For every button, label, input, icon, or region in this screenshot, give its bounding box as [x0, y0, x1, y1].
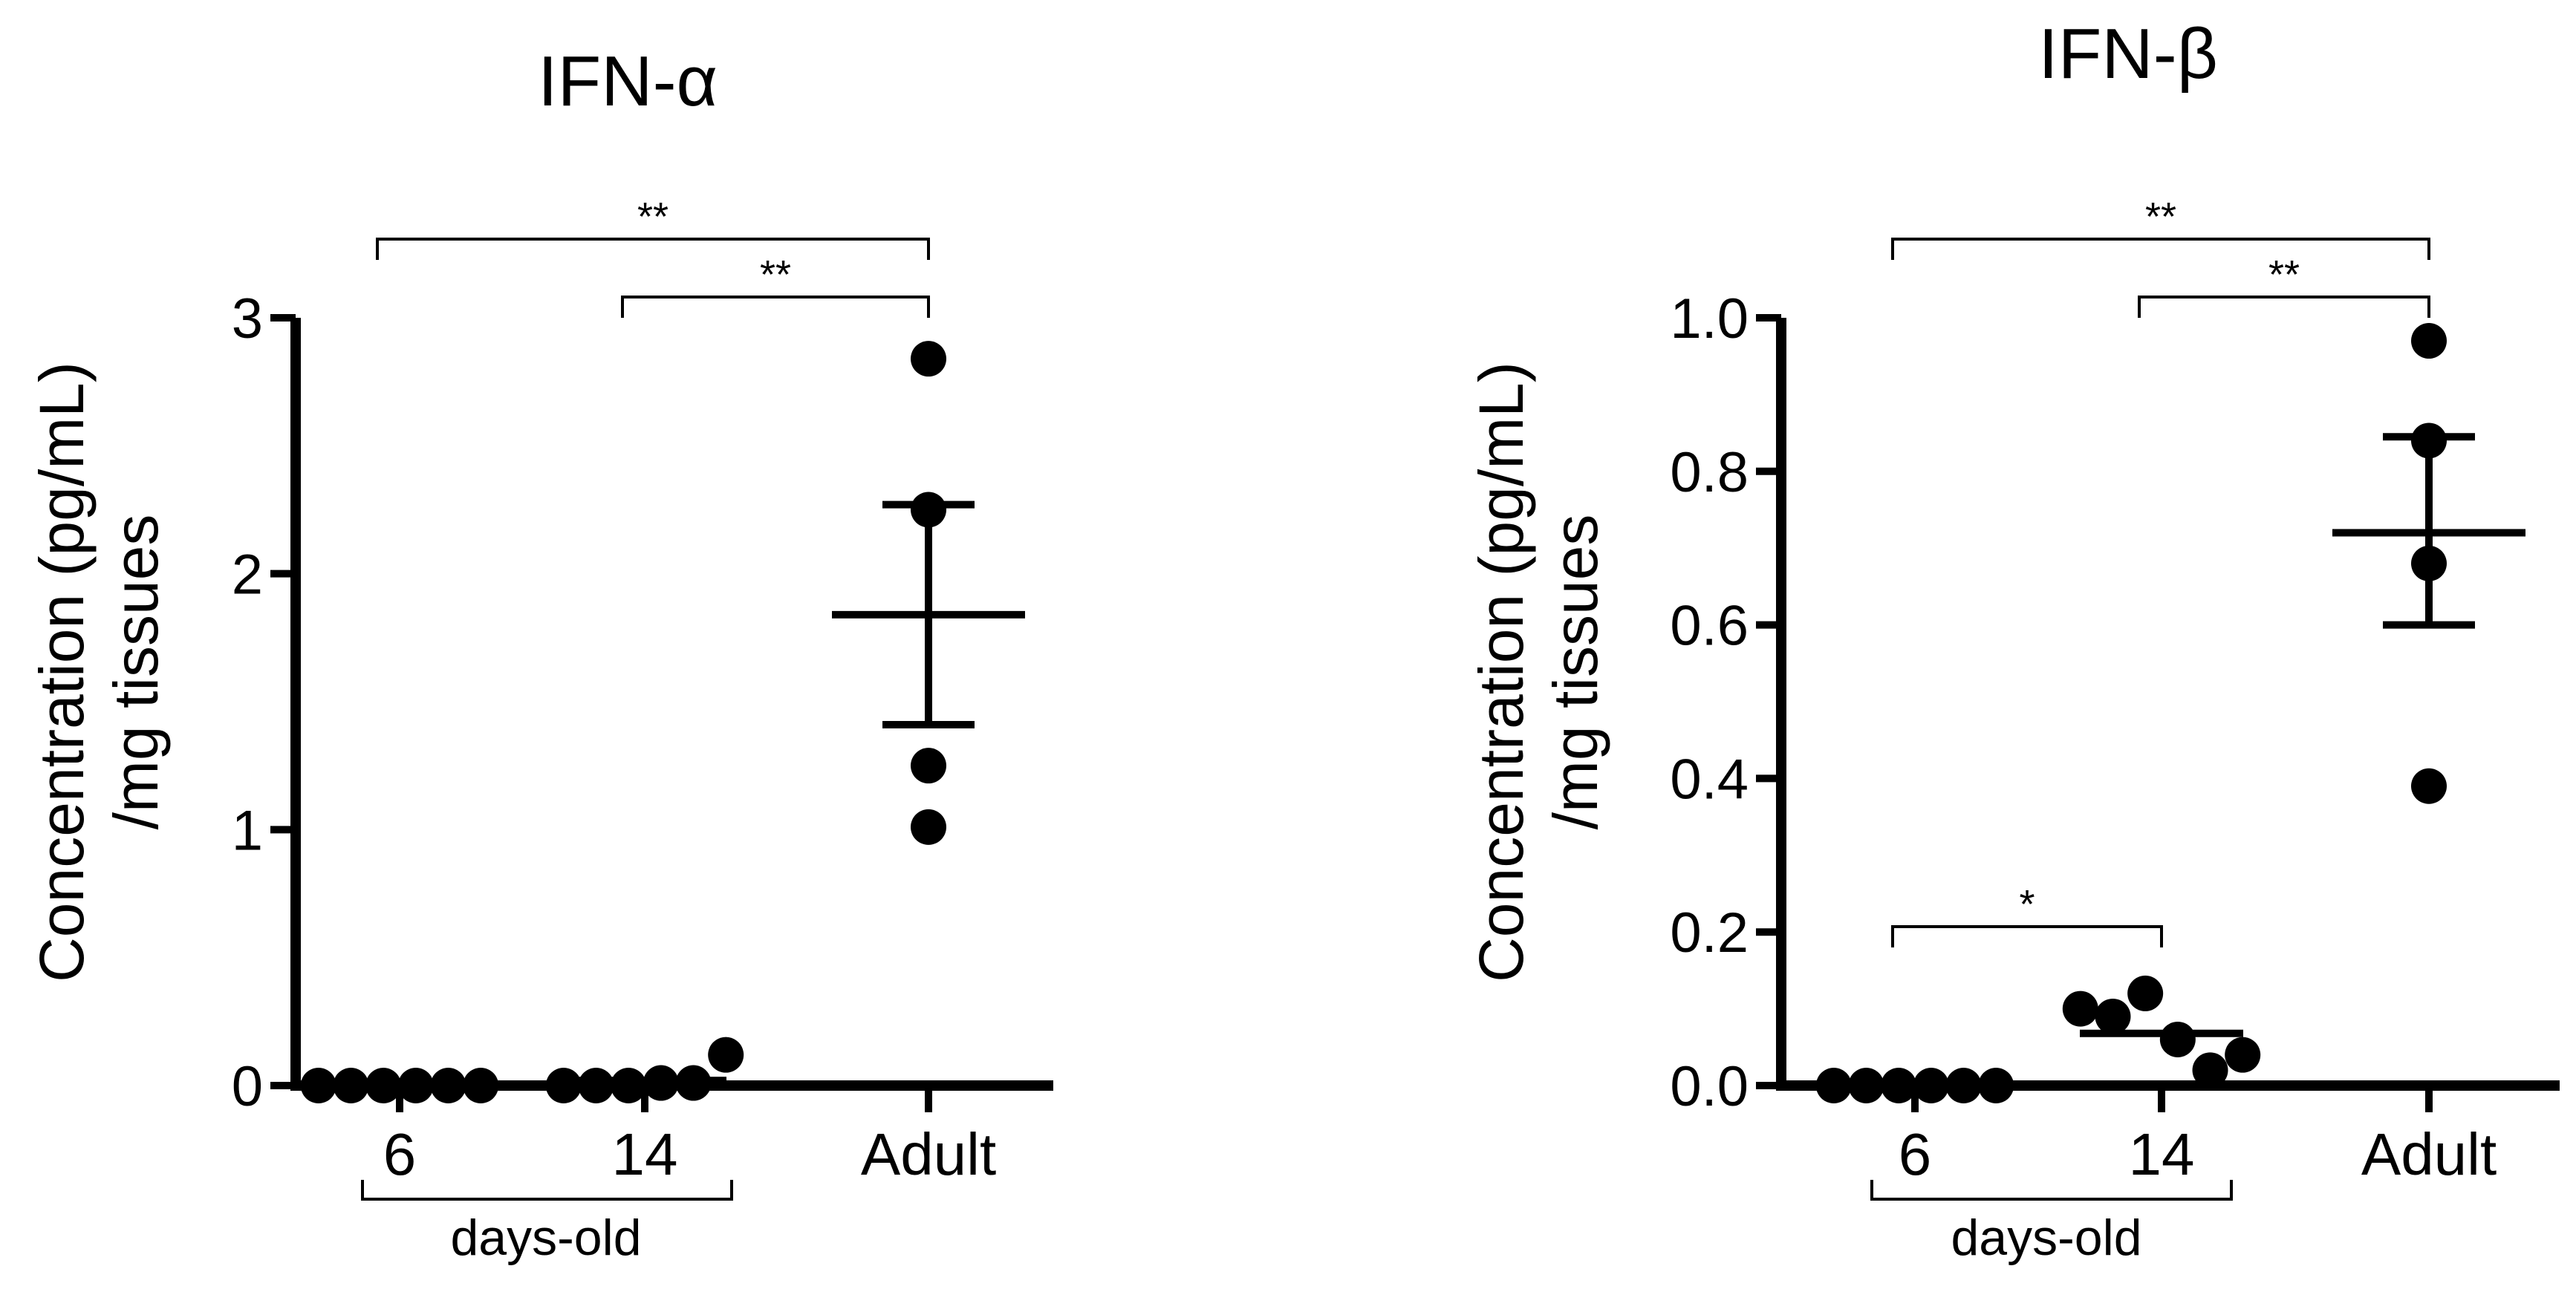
- significance-bracket: [2138, 296, 2430, 318]
- y-tick-label: 2: [232, 544, 263, 607]
- data-point: [578, 1068, 614, 1103]
- significance-bracket: [376, 238, 930, 260]
- y-tick-label: 0.8: [1670, 441, 1749, 504]
- days-old-bracket: [361, 1180, 733, 1201]
- x-tick-label: Adult: [2361, 1121, 2497, 1187]
- y-tick-label: 3: [232, 287, 263, 350]
- data-point: [2127, 975, 2164, 1011]
- data-point: [2192, 1052, 2228, 1089]
- y-tick-label: 0.6: [1670, 595, 1749, 658]
- ifn-alpha-panel: IFN-α Concentration (pg/mL) /mg tissues …: [27, 42, 1053, 1266]
- significance-bracket: [621, 296, 930, 318]
- data-point: [911, 748, 946, 784]
- y-tick-label: 0.4: [1670, 748, 1749, 811]
- y-tick-label: 1: [232, 799, 263, 862]
- y-axis-label-line-2: /mg tissues: [101, 515, 171, 830]
- group-label-days-old: days-old: [450, 1210, 641, 1266]
- data-point: [2225, 1037, 2261, 1073]
- panel-title-ifn-alpha: IFN-α: [538, 42, 718, 121]
- y-tick-label: 0.0: [1670, 1055, 1749, 1118]
- data-point: [2411, 323, 2447, 359]
- ifn-beta-panel: IFN-β Concentration (pg/mL) /mg tissues …: [1466, 14, 2560, 1266]
- data-point: [2411, 768, 2447, 804]
- data-point: [911, 809, 946, 845]
- x-tick-label: 6: [1899, 1121, 1932, 1187]
- y-axis-label-line-1: Concentration (pg/mL): [27, 362, 97, 982]
- data-point: [611, 1068, 647, 1103]
- x-tick-label: 6: [383, 1121, 417, 1187]
- x-tick-label: 14: [612, 1121, 678, 1187]
- significance-label: **: [760, 252, 791, 297]
- y-tick-label: 0: [232, 1055, 263, 1118]
- y-tick-label: 1.0: [1670, 287, 1749, 350]
- y-axis-label-line-2: /mg tissues: [1541, 515, 1610, 830]
- data-point: [2159, 1021, 2196, 1057]
- group-label-days-old: days-old: [1951, 1210, 2141, 1266]
- significance-label: *: [2019, 882, 2035, 927]
- data-point: [708, 1037, 744, 1073]
- y-tick-label: 0.2: [1670, 901, 1749, 965]
- y-axis-label-line-1: Concentration (pg/mL): [1466, 362, 1536, 982]
- significance-bracket: [1891, 238, 2430, 260]
- data-point: [2062, 991, 2098, 1027]
- x-tick-label: Adult: [861, 1121, 996, 1187]
- x-tick-label: 14: [2129, 1121, 2195, 1187]
- significance-bracket: [1891, 925, 2163, 947]
- significance-label: **: [2268, 252, 2300, 297]
- days-old-bracket: [1870, 1180, 2233, 1201]
- significance-label: **: [2145, 195, 2176, 239]
- significance-label: **: [637, 195, 669, 239]
- data-point: [545, 1068, 582, 1103]
- panel-title-ifn-beta: IFN-β: [2038, 14, 2218, 94]
- data-point: [2095, 998, 2131, 1034]
- data-point: [911, 341, 946, 377]
